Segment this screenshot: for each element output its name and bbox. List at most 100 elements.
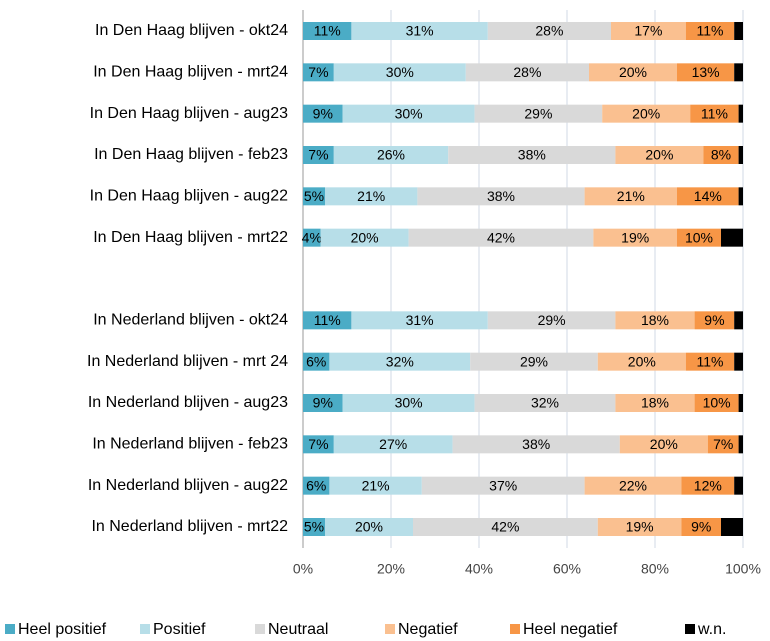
data-label: 9% (313, 395, 333, 411)
bar-segment (738, 394, 743, 412)
category-label: In Den Haag blijven - okt24 (95, 22, 288, 39)
bar-segment (615, 311, 695, 330)
bar-segment (303, 187, 325, 206)
legend-marker (5, 624, 15, 634)
bar-segment (320, 228, 409, 247)
data-label: 19% (626, 519, 654, 535)
bar-segment (448, 146, 616, 164)
data-label: 12% (694, 477, 722, 493)
bar-segment (685, 22, 735, 40)
category-label: In Nederland blijven - aug23 (88, 394, 288, 411)
legend-label: Positief (153, 621, 206, 638)
category-label: In Den Haag blijven - mrt24 (93, 64, 288, 81)
data-label: 30% (395, 105, 423, 121)
bar-segment (474, 394, 616, 412)
legend-label: Heel positief (18, 621, 107, 638)
data-label: 11% (697, 23, 724, 39)
bar-segment (734, 63, 743, 82)
data-label: 38% (518, 147, 546, 163)
bar-segment (694, 394, 739, 412)
bar-segment (351, 22, 488, 40)
data-label: 22% (619, 477, 647, 493)
bar-segment (721, 518, 743, 536)
data-label: 7% (713, 436, 733, 452)
data-label: 21% (357, 188, 385, 204)
data-label: 32% (531, 395, 559, 411)
bar-segment (303, 518, 325, 536)
data-label: 20% (645, 147, 673, 163)
data-label: 9% (704, 312, 724, 328)
category-label: In Nederland blijven - mrt22 (91, 518, 288, 535)
bar-segment (333, 435, 453, 454)
data-label: 11% (314, 312, 341, 328)
bar-segment (342, 394, 475, 412)
legend-marker (510, 624, 520, 634)
legend-marker (685, 624, 695, 634)
bar-segment (619, 435, 708, 454)
data-label: 20% (632, 105, 660, 121)
data-label: 27% (379, 436, 407, 452)
x-tick-label: 60% (553, 561, 581, 577)
bar-segment (452, 435, 620, 454)
data-label: 38% (487, 188, 515, 204)
bar-segment (602, 104, 691, 123)
x-tick-label: 80% (641, 561, 669, 577)
bar-segment (329, 352, 471, 371)
bar-segment (470, 352, 598, 371)
data-label: 30% (395, 395, 423, 411)
bar-segment (303, 352, 330, 371)
data-label: 14% (694, 188, 722, 204)
data-label: 26% (377, 147, 405, 163)
legend-marker (255, 624, 265, 634)
category-label: In Nederland blijven - mrt 24 (87, 353, 288, 370)
category-label: In Den Haag blijven - aug22 (90, 188, 288, 205)
bar-segment (487, 311, 616, 330)
bar-segment (589, 63, 677, 82)
bar-segment (677, 228, 721, 247)
bar-segment (703, 146, 739, 164)
data-label: 20% (351, 229, 379, 245)
bar-segment (342, 104, 475, 123)
category-label: In Den Haag blijven - aug23 (90, 105, 288, 122)
bar-segment (734, 22, 743, 40)
bar-segment (303, 435, 334, 454)
data-label: 10% (685, 229, 713, 245)
legend-marker (385, 624, 395, 634)
data-label: 5% (304, 519, 324, 535)
data-label: 20% (650, 436, 678, 452)
data-label: 11% (314, 23, 341, 39)
bar-segment (738, 104, 743, 123)
bar-segment (413, 518, 598, 536)
data-label: 5% (304, 188, 324, 204)
bar-segment (738, 435, 743, 454)
data-label: 6% (306, 353, 326, 369)
data-label: 29% (520, 353, 548, 369)
bar-segment (738, 187, 743, 206)
data-label: 8% (711, 147, 731, 163)
bar-segment (677, 63, 735, 82)
bar-segment (303, 476, 330, 495)
category-label: In Den Haag blijven - mrt22 (93, 229, 288, 246)
bar-segment (351, 311, 488, 330)
data-label: 20% (355, 519, 383, 535)
bar-segment (329, 476, 422, 495)
data-label: 10% (703, 395, 731, 411)
bar-segment (707, 435, 739, 454)
data-label: 38% (522, 436, 550, 452)
data-label: 29% (538, 312, 566, 328)
data-label: 18% (641, 395, 669, 411)
legend-label: Neutraal (268, 621, 328, 638)
data-label: 42% (491, 519, 519, 535)
legend-label: Negatief (398, 621, 458, 638)
x-tick-label: 0% (293, 561, 313, 577)
bar-segment (303, 22, 352, 40)
bar-segment (734, 352, 743, 371)
bar-segment (734, 311, 743, 330)
data-label: 19% (621, 229, 649, 245)
data-label: 37% (489, 477, 517, 493)
category-label: In Nederland blijven - okt24 (93, 312, 288, 329)
data-label: 7% (308, 436, 328, 452)
bar-segment (325, 187, 418, 206)
bar-segment (474, 104, 603, 123)
